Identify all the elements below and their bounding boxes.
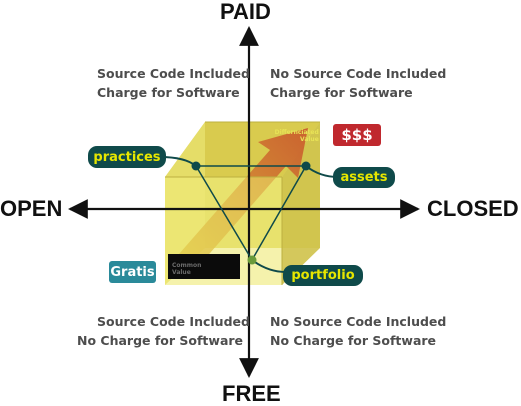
common-value-label: Common Value xyxy=(172,262,202,276)
practices-callout: practices xyxy=(88,146,166,168)
quadrant-text-line: No Charge for Software xyxy=(270,333,437,348)
quadrant-text-line: No Source Code Included xyxy=(270,66,447,81)
quadrant-text-line: No Charge for Software xyxy=(77,333,244,348)
differentiated-value-label: Differnciated Value xyxy=(274,129,319,143)
quadrant-text-line: No Source Code Included xyxy=(270,314,447,329)
practices-node xyxy=(191,161,201,171)
common-value-box xyxy=(168,254,240,279)
quadrant-top-right: No Source Code Included Charge for Softw… xyxy=(270,64,446,102)
quadrant-top-left: Source Code Included Charge for Software xyxy=(97,64,250,102)
gratis-tag: Gratis xyxy=(109,261,156,283)
assets-node xyxy=(301,161,311,171)
axis-label-free: FREE xyxy=(222,381,281,406)
quadrant-text-line: Charge for Software xyxy=(97,85,240,100)
cube xyxy=(165,121,320,285)
paid-money-tag: $$$ xyxy=(333,124,381,146)
portfolio-node xyxy=(247,255,257,265)
axis-label-paid: PAID xyxy=(220,0,271,24)
quadrant-bottom-left: Source Code Included No Charge for Softw… xyxy=(77,312,250,350)
assets-callout: assets xyxy=(333,167,395,188)
quadrant-bottom-right: No Source Code Included No Charge for So… xyxy=(270,312,446,350)
axis-label-closed: CLOSED xyxy=(427,196,519,221)
quadrant-text-line: Charge for Software xyxy=(270,85,413,100)
axis-label-open: OPEN xyxy=(0,196,63,221)
quadrant-text-line: Source Code Included xyxy=(97,66,250,81)
portfolio-callout: portfolio xyxy=(283,265,363,286)
quadrant-text-line: Source Code Included xyxy=(97,314,250,329)
